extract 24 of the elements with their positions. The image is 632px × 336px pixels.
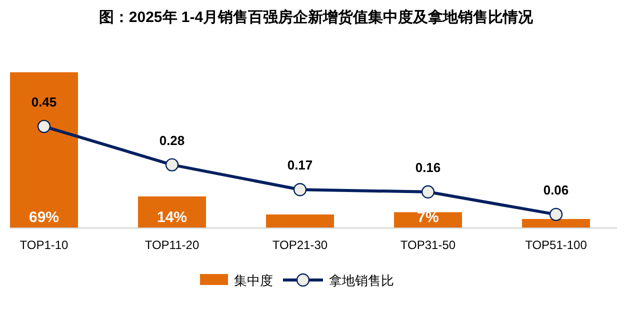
bar [10,72,78,228]
x-tick-label: TOP1-10 [20,238,69,252]
bar [522,218,590,228]
x-tick-label: TOP31-50 [400,238,456,252]
point [421,185,435,198]
data-label: 69% [28,209,60,226]
bar [266,214,334,228]
point [549,208,563,222]
chart-title: 图：2025年 1-4月销售百强房企新增货值集中度及拿地销售比情况 [98,8,534,26]
data-label: 0.28 [159,132,185,148]
x-tick-label: TOP11-20 [144,238,200,252]
legend-label: 拿地销售比 [329,273,394,288]
point [165,158,179,172]
x-tick-label: TOP51-100 [525,238,588,252]
data-label: 14% [156,209,188,226]
data-label: 0.16 [415,160,441,175]
legend-label: 集中度 [234,273,273,288]
point [37,120,51,134]
data-label: 0.45 [31,94,57,110]
data-label: 0.17 [287,158,313,173]
x-tick-label: TOP21-30 [272,238,328,252]
data-label: 0.06 [543,182,569,198]
bar [138,196,206,228]
point [293,183,307,196]
